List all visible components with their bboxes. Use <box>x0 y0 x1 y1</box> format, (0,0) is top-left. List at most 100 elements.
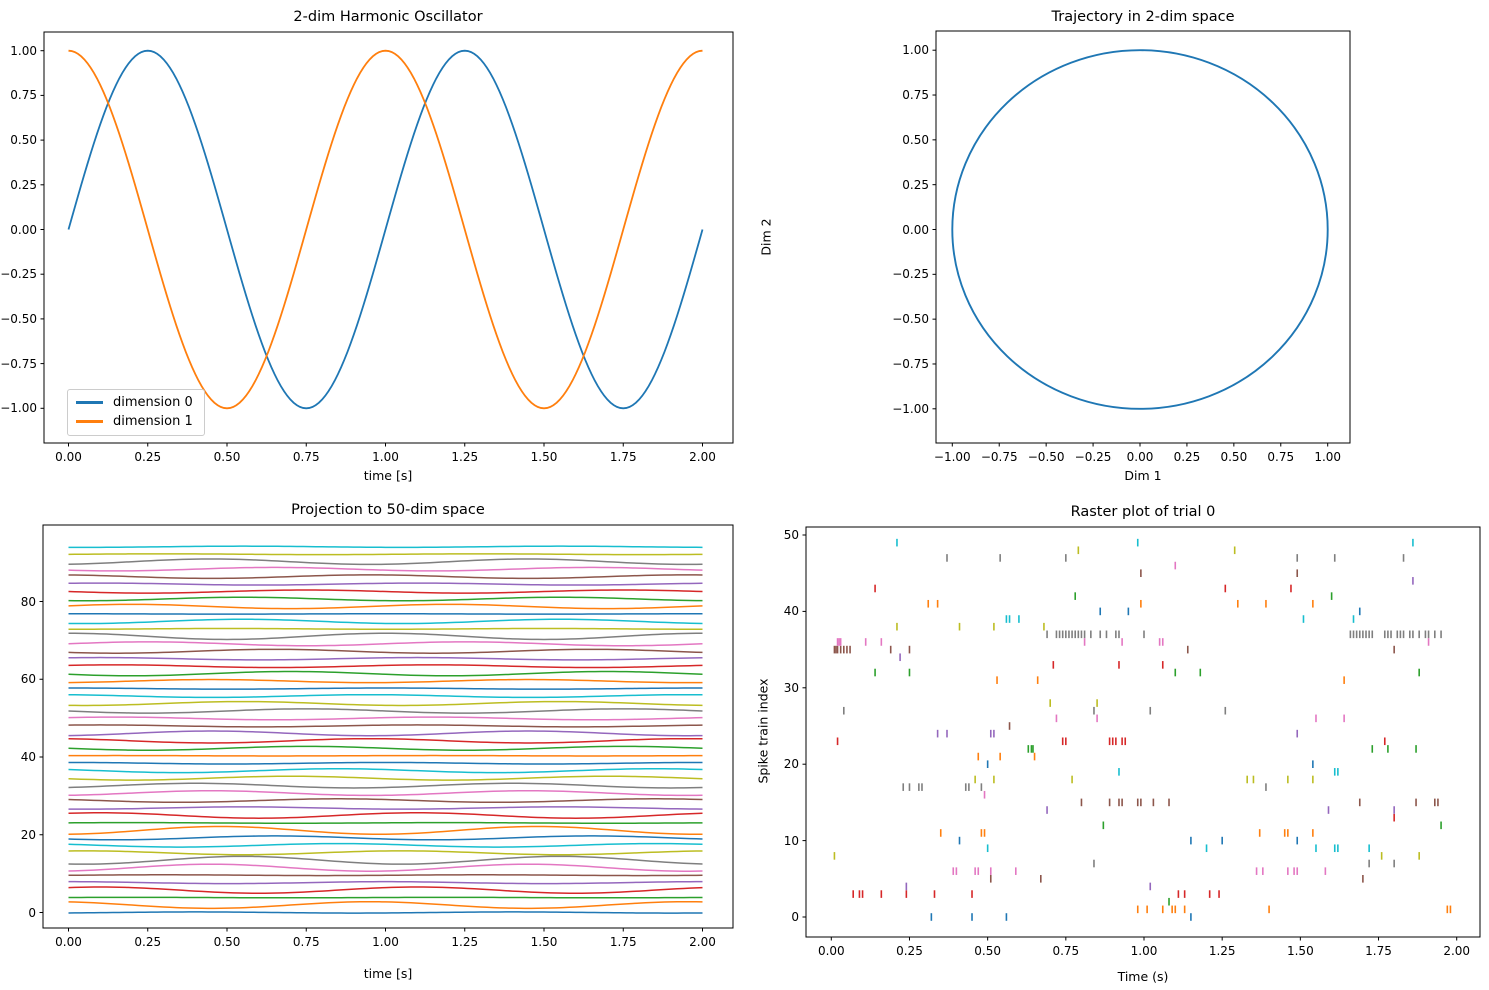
trajectory-circle <box>951 49 1329 410</box>
spike-train-21 <box>977 752 1036 761</box>
spike-train-6 <box>952 867 1327 875</box>
spike-train-42 <box>1074 592 1333 600</box>
spike-train-47 <box>946 554 1405 562</box>
projection-50dim-ytick-label: 80 <box>20 594 36 609</box>
projection-line-14 <box>68 806 703 810</box>
projection-line-29 <box>68 693 703 699</box>
projection-line-32 <box>68 670 703 677</box>
legend-label-dimension-0: dimension 0 <box>113 395 193 410</box>
raster-xlabel: Time (s) <box>1117 969 1169 984</box>
projection-line-49 <box>68 545 703 549</box>
projection-line-36 <box>68 641 703 647</box>
trajectory-xtick-label: −0.50 <box>1027 450 1065 464</box>
projection-50dim-xtick-label: 1.25 <box>451 935 479 949</box>
spike-train-28 <box>1049 699 1098 707</box>
legend-item-dimension-0: dimension 0 <box>76 395 196 410</box>
projection-title: Projection to 50-dim space <box>291 502 485 518</box>
series-dimension-1 <box>68 49 703 410</box>
projection-50dim-axes-box <box>42 524 734 929</box>
projection-50dim-xtick-label: 1.75 <box>609 935 637 949</box>
spike-train-27 <box>843 706 1227 715</box>
spike-train-9 <box>986 844 1370 853</box>
projection-line-43 <box>68 589 703 594</box>
trajectory-xtick-label: −0.25 <box>1074 450 1112 464</box>
spike-train-41 <box>927 599 1314 608</box>
spike-train-48 <box>1077 546 1236 555</box>
harmonic-oscillator-ytick-label: −0.75 <box>0 356 37 371</box>
trajectory-ytick-label: 0.25 <box>902 177 929 192</box>
projection-50dim-xtick-label: 2.00 <box>689 935 716 949</box>
projection-line-16 <box>68 790 703 797</box>
raster-trial-0-xtick-label: 0.00 <box>817 944 845 958</box>
raster-trial-0-xtick-label: 0.75 <box>1052 944 1080 958</box>
harmonic-oscillator-xtick-label: 0.25 <box>134 450 162 464</box>
spike-train-19 <box>1118 768 1339 776</box>
harmonic-xlabel: time [s] <box>363 468 413 483</box>
projection-50dim-xtick-label: 1.50 <box>530 935 558 949</box>
spike-train-45 <box>1140 569 1299 577</box>
harmonic-oscillator-ytick-label: 0.00 <box>10 222 37 237</box>
harmonic-oscillator-xtick-label: 1.25 <box>451 450 479 464</box>
projection-line-8 <box>68 850 703 856</box>
spike-train-12 <box>1102 821 1442 830</box>
projection-line-7 <box>68 855 703 865</box>
spike-train-15 <box>1080 798 1439 807</box>
projection-line-17 <box>68 782 703 789</box>
projection-line-27 <box>68 708 703 714</box>
spike-train-22 <box>1027 745 1417 753</box>
harmonic-oscillator-ytick-label: 0.25 <box>10 177 37 192</box>
trajectory-ytick-label: −0.50 <box>892 312 929 327</box>
projection-line-6 <box>68 863 703 872</box>
spike-train-36 <box>836 638 1430 646</box>
legend-line-sample-dimension-1 <box>76 420 103 423</box>
spike-train-49 <box>896 538 1414 547</box>
projection-50dim-ytick-label: 0 <box>28 905 36 920</box>
projection-line-22 <box>68 745 703 751</box>
projection-line-11 <box>68 825 703 836</box>
trajectory-ylabel: Dim 2 <box>758 218 774 256</box>
trajectory-ytick-label: 1.00 <box>902 43 929 58</box>
trajectory-xtick-label: −1.00 <box>933 450 971 464</box>
harmonic-oscillator-xtick-label: 2.00 <box>689 450 716 464</box>
series-dimension-0 <box>67 49 704 410</box>
trajectory-ytick-label: 0.00 <box>902 222 929 237</box>
projection-line-23 <box>68 737 703 744</box>
projection-line-3 <box>68 886 703 894</box>
projection-50dim-ytick-label: 20 <box>20 827 36 842</box>
spike-train-35 <box>833 645 1395 654</box>
harmonic-oscillator-xtick-label: 0.75 <box>292 450 320 464</box>
projection-50dim-xtick-label: 0.50 <box>213 935 241 949</box>
spike-train-32 <box>874 668 1420 677</box>
spike-train-14 <box>1046 806 1395 814</box>
trajectory-axes-box <box>935 30 1351 444</box>
spike-train-5 <box>989 875 1364 883</box>
projection-line-34 <box>68 656 703 661</box>
projection-50dim-xtick-label: 0.75 <box>292 935 320 949</box>
spike-train-40 <box>1099 607 1361 616</box>
harmonic-oscillator-ytick-label: −0.50 <box>0 311 37 326</box>
projection-50dim-xtick-label: 0.00 <box>55 935 82 949</box>
projection-line-47 <box>68 558 703 566</box>
projection-line-10 <box>68 835 703 841</box>
trajectory-ytick-label: −1.00 <box>892 401 929 416</box>
harmonic-oscillator-ytick-label: −0.25 <box>0 267 37 282</box>
raster-trial-0-ytick-label: 0 <box>791 910 799 924</box>
projection-line-31 <box>68 678 703 684</box>
trajectory-ytick-label: 0.50 <box>902 132 929 147</box>
raster-ylabel: Spike train index <box>755 678 771 784</box>
raster-trial-0-xtick-label: 0.25 <box>896 944 923 958</box>
spike-train-38 <box>896 622 1045 631</box>
spike-train-0 <box>930 913 1192 921</box>
spike-train-43 <box>874 584 1292 593</box>
projection-50dim-ytick-label: 60 <box>20 672 36 687</box>
projection-line-0 <box>68 911 703 914</box>
harmonic-oscillator-axes-box <box>43 31 734 444</box>
projection-line-4 <box>68 880 703 885</box>
projection-line-15 <box>68 798 703 804</box>
legend-label-dimension-1: dimension 1 <box>113 414 193 429</box>
spike-train-20 <box>986 760 1314 768</box>
spike-train-4 <box>905 882 1152 891</box>
trajectory-xtick-label: 1.00 <box>1314 450 1342 464</box>
raster-trial-0-xtick-label: 2.00 <box>1443 944 1471 958</box>
projection-line-38 <box>68 627 703 631</box>
